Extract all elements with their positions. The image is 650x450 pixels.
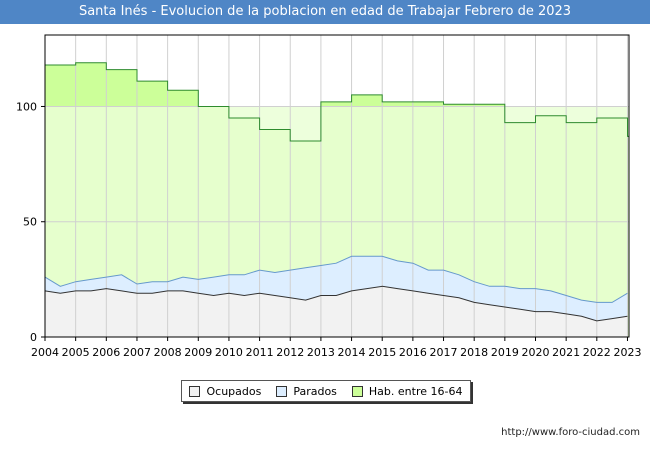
x-tick-label: 2004 (31, 346, 59, 359)
x-tick-label: 2008 (154, 346, 182, 359)
x-tick-label: 2013 (307, 346, 335, 359)
x-tick-label: 2022 (583, 346, 611, 359)
legend-item-ocupados: Ocupados (189, 385, 261, 398)
x-tick-label: 2019 (491, 346, 519, 359)
parados-area (45, 256, 628, 321)
legend-label-parados: Parados (293, 384, 337, 398)
legend-swatch-parados (276, 385, 288, 397)
legend-item-hab: Hab. entre 16-64 (351, 384, 463, 398)
x-tick-label: 2012 (276, 346, 304, 359)
y-tick-label: 0 (30, 331, 37, 344)
source-link[interactable]: http://www.foro-ciudad.com (501, 427, 640, 438)
x-tick-label: 2023 (613, 346, 641, 359)
legend-label-hab: Hab. entre 16-64 (368, 384, 463, 398)
x-tick-label: 2018 (460, 346, 488, 359)
x-tick-label: 2020 (521, 346, 549, 359)
x-tick-label: 2016 (399, 346, 427, 359)
x-tick-label: 2021 (552, 346, 580, 359)
x-tick-label: 2014 (338, 346, 366, 359)
x-tick-label: 2007 (123, 346, 151, 359)
chart-area: 2004 2005 2006 2007 2008 2009 2010 2011 2012 2013… (16, 34, 641, 359)
x-tick-label: 2009 (184, 346, 212, 359)
x-tick-label: 2005 (62, 346, 90, 359)
ocupados-area (45, 286, 628, 337)
legend-swatch-hab (351, 385, 363, 397)
y-tick-label: 50 (23, 216, 37, 229)
chart-legend: Ocupados Parados Hab. entre 16-64 (181, 380, 471, 402)
chart-title: Santa Inés - Evolucion de la poblacion e… (0, 0, 650, 24)
series-line-hab (45, 62, 629, 142)
series-line-parados (44, 255, 628, 303)
legend-label-ocupados: Ocupados (206, 384, 262, 398)
plot-frame (44, 34, 630, 338)
y-tick-label: 100 (16, 100, 37, 113)
x-tick-label: 2015 (368, 346, 396, 359)
x-tick-label: 2017 (430, 346, 458, 359)
x-tick-label: 2010 (215, 346, 243, 359)
x-tick-label: 2011 (246, 346, 274, 359)
x-tick-label: 2006 (92, 346, 120, 359)
legend-swatch-ocupados (189, 385, 201, 397)
series-line-ocupados (44, 285, 628, 322)
legend-item-parados: Parados (276, 385, 337, 398)
